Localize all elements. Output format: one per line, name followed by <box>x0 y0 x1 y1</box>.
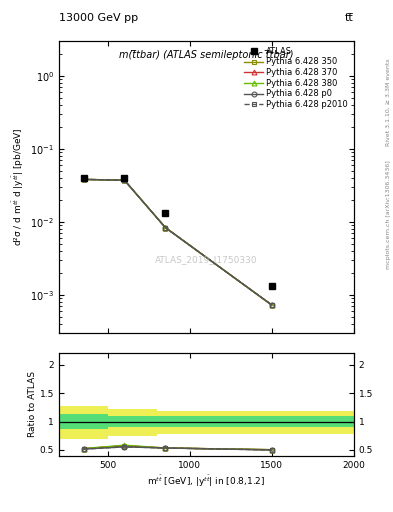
Y-axis label: d²σ / d m$^{t\bar{t}}$ d |y$^{t\bar{t}}$| [pb/GeV]: d²σ / d m$^{t\bar{t}}$ d |y$^{t\bar{t}}$… <box>10 127 26 246</box>
Text: m(t̅tbar) (ATLAS semileptonic t̅tbar): m(t̅tbar) (ATLAS semileptonic t̅tbar) <box>119 50 294 60</box>
Legend: ATLAS, Pythia 6.428 350, Pythia 6.428 370, Pythia 6.428 380, Pythia 6.428 p0, Py: ATLAS, Pythia 6.428 350, Pythia 6.428 37… <box>243 45 349 111</box>
X-axis label: m$^{t\bar{t}}$ [GeV], |y$^{t\bar{t}}$| in [0.8,1.2]: m$^{t\bar{t}}$ [GeV], |y$^{t\bar{t}}$| i… <box>147 474 265 489</box>
Text: 13000 GeV pp: 13000 GeV pp <box>59 13 138 23</box>
Y-axis label: Ratio to ATLAS: Ratio to ATLAS <box>28 372 37 437</box>
Text: Rivet 3.1.10, ≥ 3.3M events: Rivet 3.1.10, ≥ 3.3M events <box>386 58 391 146</box>
Text: mcplots.cern.ch [arXiv:1306.3436]: mcplots.cern.ch [arXiv:1306.3436] <box>386 161 391 269</box>
Text: tt̅: tt̅ <box>345 13 354 23</box>
Text: ATLAS_2019_I1750330: ATLAS_2019_I1750330 <box>155 255 258 264</box>
